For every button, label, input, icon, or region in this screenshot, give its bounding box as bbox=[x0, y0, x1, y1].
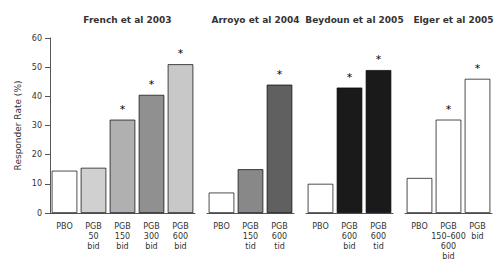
svg-text:tid: tid bbox=[245, 242, 255, 251]
svg-text:PGB: PGB bbox=[341, 222, 358, 231]
svg-text:300: 300 bbox=[144, 232, 159, 241]
svg-text:bid: bid bbox=[116, 242, 128, 251]
svg-text:150: 150 bbox=[243, 232, 258, 241]
svg-text:600: 600 bbox=[272, 232, 287, 241]
svg-text:20: 20 bbox=[32, 150, 42, 159]
svg-text:60: 60 bbox=[32, 34, 42, 43]
svg-text:50: 50 bbox=[32, 63, 42, 72]
svg-text:bid: bid bbox=[87, 242, 99, 251]
svg-text:bid: bid bbox=[471, 232, 483, 241]
svg-text:600: 600 bbox=[342, 232, 357, 241]
svg-text:bid: bid bbox=[145, 242, 157, 251]
svg-text:10: 10 bbox=[32, 179, 42, 188]
svg-text:PGB: PGB bbox=[85, 222, 102, 231]
svg-text:*: * bbox=[277, 68, 283, 81]
svg-text:bid: bid bbox=[343, 242, 355, 251]
svg-text:PBO: PBO bbox=[213, 222, 229, 231]
svg-text:Beydoun et al 2005: Beydoun et al 2005 bbox=[305, 15, 403, 25]
svg-text:PGB: PGB bbox=[440, 222, 457, 231]
svg-text:*: * bbox=[120, 103, 126, 116]
svg-text:PGB: PGB bbox=[469, 222, 486, 231]
svg-text:PGB: PGB bbox=[370, 222, 387, 231]
svg-text:*: * bbox=[149, 78, 155, 91]
svg-text:PGB: PGB bbox=[172, 222, 189, 231]
svg-text:*: * bbox=[446, 103, 452, 116]
svg-text:Arroyo et al 2004: Arroyo et al 2004 bbox=[211, 15, 299, 25]
svg-text:0: 0 bbox=[37, 209, 42, 218]
svg-text:bid: bid bbox=[174, 242, 186, 251]
svg-text:*: * bbox=[376, 53, 382, 66]
svg-text:tid: tid bbox=[274, 242, 284, 251]
svg-text:150: 150 bbox=[115, 232, 130, 241]
svg-text:PGB: PGB bbox=[143, 222, 160, 231]
svg-text:*: * bbox=[475, 62, 481, 75]
svg-text:Elger et al 2005: Elger et al 2005 bbox=[413, 15, 493, 25]
svg-text:PGB: PGB bbox=[242, 222, 259, 231]
svg-text:French et al 2003: French et al 2003 bbox=[83, 15, 171, 25]
svg-text:PGB: PGB bbox=[271, 222, 288, 231]
svg-text:*: * bbox=[347, 71, 353, 84]
svg-text:600: 600 bbox=[173, 232, 188, 241]
svg-text:150–600: 150–600 bbox=[431, 232, 466, 241]
svg-text:600: 600 bbox=[371, 232, 386, 241]
svg-text:600: 600 bbox=[441, 242, 456, 251]
svg-text:40: 40 bbox=[32, 92, 42, 101]
svg-text:PBO: PBO bbox=[411, 222, 427, 231]
svg-text:30: 30 bbox=[32, 121, 42, 130]
svg-text:*: * bbox=[178, 47, 184, 60]
svg-text:PBO: PBO bbox=[56, 222, 72, 231]
svg-text:bid: bid bbox=[442, 252, 454, 261]
svg-text:PGB: PGB bbox=[114, 222, 131, 231]
svg-text:tid: tid bbox=[373, 242, 383, 251]
svg-text:50: 50 bbox=[88, 232, 98, 241]
svg-text:PBO: PBO bbox=[312, 222, 328, 231]
svg-text:Responder Rate (%): Responder Rate (%) bbox=[13, 81, 23, 171]
